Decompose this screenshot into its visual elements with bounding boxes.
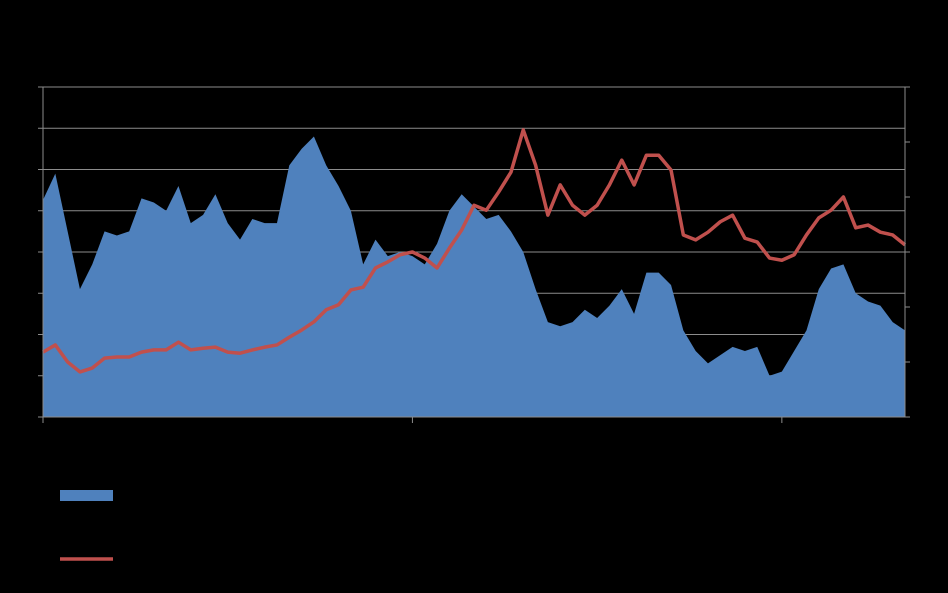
legend-swatch — [60, 490, 113, 501]
line — [42, 128, 907, 374]
